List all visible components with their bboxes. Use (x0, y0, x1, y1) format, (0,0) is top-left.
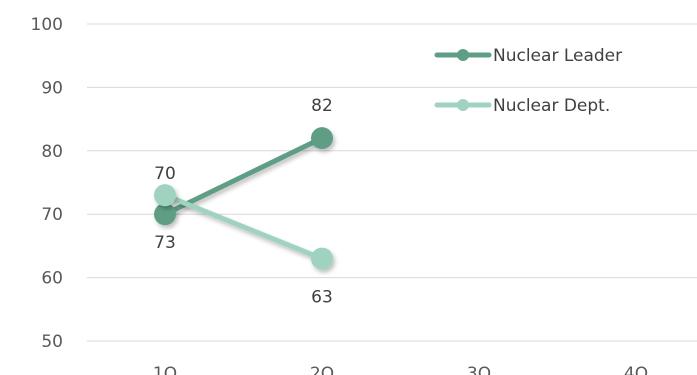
data-label: 82 (311, 96, 333, 116)
x-tick-label: 1Q (153, 364, 177, 375)
data-label: 70 (154, 164, 176, 184)
data-point (311, 127, 333, 150)
x-tick-label: 4Q (624, 364, 648, 375)
y-axis: 100 90 80 70 60 50 (31, 15, 63, 352)
series-line-0 (162, 135, 325, 217)
series-layer: 73 82 70 63 (154, 96, 333, 308)
data-label: 63 (311, 288, 333, 308)
data-point (154, 184, 176, 207)
legend-label: Nuclear Leader (493, 46, 622, 66)
data-label: 73 (154, 233, 176, 253)
x-tick-label: 2Q (310, 364, 334, 375)
gridlines (87, 23, 697, 342)
data-point (311, 247, 333, 270)
data-point (154, 203, 176, 226)
series-line-1 (162, 192, 325, 262)
y-tick-label: 90 (41, 78, 63, 98)
legend-label: Nuclear Dept. (493, 96, 610, 116)
y-tick-label: 60 (41, 269, 63, 289)
legend: Nuclear Leader Nuclear Dept. (434, 46, 622, 116)
y-tick-label: 70 (41, 205, 63, 225)
x-tick-label: 3Q (467, 364, 491, 375)
legend-swatch-marker (457, 49, 469, 61)
x-axis: 1Q 2Q 3Q 4Q (153, 364, 648, 375)
y-tick-label: 50 (41, 332, 63, 352)
legend-swatch-marker (457, 99, 469, 111)
y-tick-label: 80 (41, 142, 63, 162)
y-tick-label: 100 (31, 15, 63, 35)
